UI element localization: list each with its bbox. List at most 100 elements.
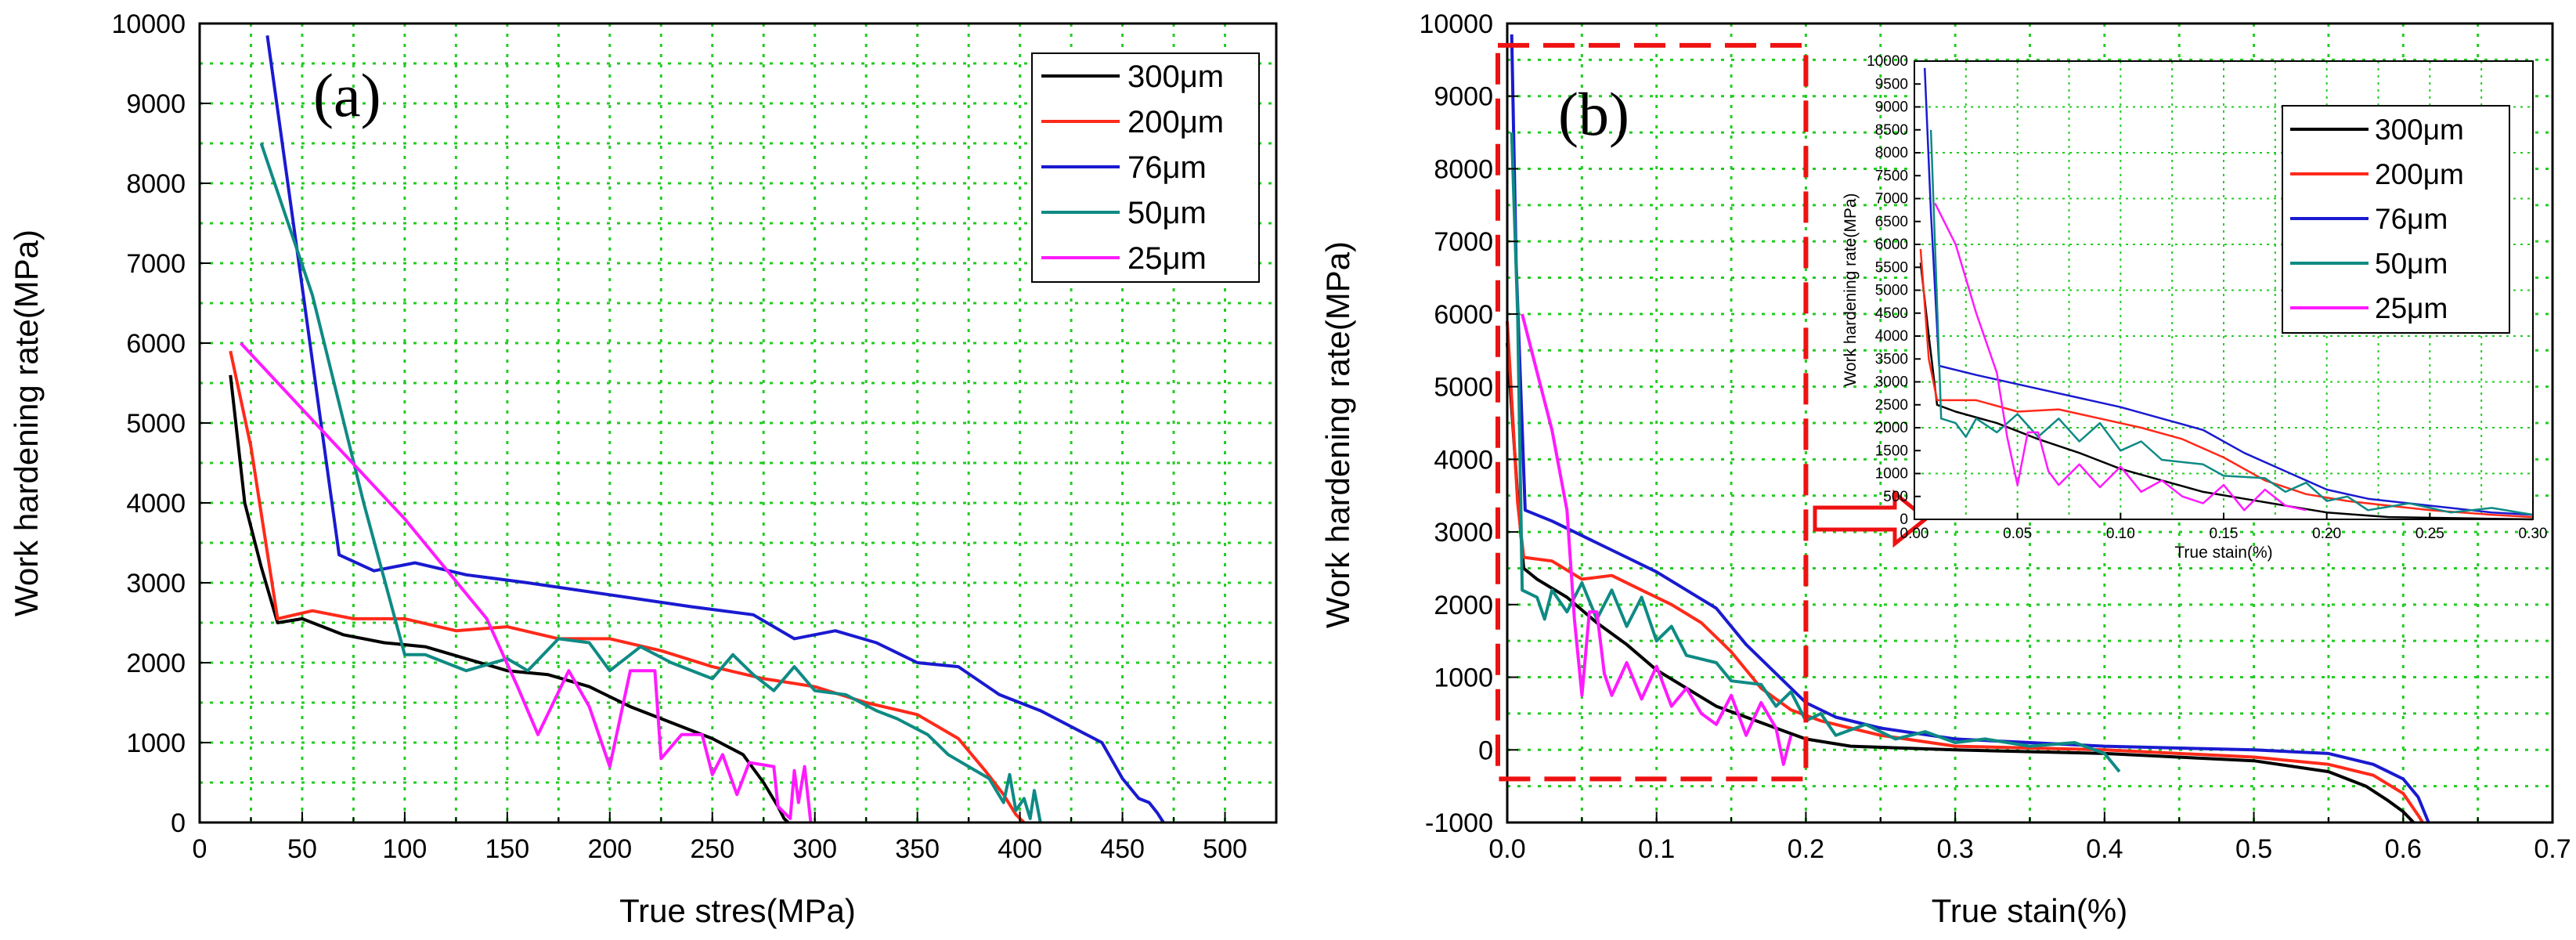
panel-a-x-tick-label: 200	[587, 834, 632, 864]
panel-b-series-50um-line	[1510, 132, 2121, 773]
legend-label-200um: 200μm	[1127, 105, 1224, 139]
panel-a-x-tick-label: 500	[1203, 834, 1247, 864]
inset-legend-label-76um: 76μm	[2375, 203, 2448, 235]
panel-b-x-tick-label: 0.3	[1937, 834, 1974, 864]
panel-b-y-tick-label: 1000	[1434, 663, 1493, 693]
inset-y-tick-label: 6000	[1875, 237, 1908, 253]
panel-b-y-tick-label: 6000	[1434, 300, 1493, 330]
inset-y-tick-label: 10000	[1867, 53, 1908, 70]
inset-legend-label-300um: 300μm	[2375, 114, 2464, 146]
inset-y-tick-label: 9000	[1875, 99, 1908, 116]
panel-b-y-ticks: -1000 0 1000 2000 3000 4000 5000 6000 7000 8000 90…	[1419, 9, 1518, 838]
panel-a-x-ticks: 0 50 100 150 200 250 300 350 400 450 500	[193, 812, 1247, 864]
panel-b-y-tick-label: 2000	[1434, 591, 1493, 620]
panel-b-y-axis-title: Work hardening rate(MPa)	[1319, 241, 1356, 628]
panel-a-x-tick-label: 400	[998, 834, 1042, 864]
panel-b-x-tick-label: 0.0	[1488, 834, 1525, 864]
panel-b-label: (b)	[1558, 80, 1629, 148]
panel-b-series-76um-line	[1510, 34, 2430, 823]
panel-a-series-300um-line	[229, 374, 790, 824]
inset-x-tick-label: 0.20	[2312, 526, 2341, 542]
inset-x-tick-label: 0.15	[2210, 526, 2239, 542]
inset-y-tick-label: 8000	[1875, 145, 1908, 161]
panel-b-y-tick-label: 5000	[1434, 373, 1493, 403]
inset-x-tick-label: 0.10	[2106, 526, 2135, 542]
panel-b-x-tick-label: 0.6	[2385, 834, 2422, 864]
inset-legend-label-25um: 25μm	[2375, 292, 2448, 324]
inset-legend-frame	[2282, 105, 2510, 334]
panel-a-label: (a)	[313, 61, 381, 129]
inset-legend: 300μm 200μm 76μm 50μm 25μm	[2282, 105, 2510, 334]
inset-series-25um-line	[1934, 202, 2307, 512]
panel-a-y-tick-label: 6000	[126, 329, 186, 359]
inset-x-tick-label: 0.00	[1900, 526, 1929, 542]
panel-a-y-tick-label: 2000	[126, 649, 186, 678]
inset-y-ticks: 0 500 1000 1500 2000 2500 3000 3500 4000 4500 5000…	[1867, 53, 1921, 528]
panel-a-series-76um-line	[265, 35, 1165, 824]
panel-b-y-tick-label: 9000	[1434, 82, 1493, 112]
panel-a-y-tick-label: 7000	[126, 249, 186, 279]
inset-y-tick-label: 500	[1883, 489, 1908, 505]
panel-a-y-tick-label: 1000	[126, 728, 186, 758]
panel-b-x-tick-label: 0.7	[2534, 834, 2571, 864]
inset-chart: 0.00 0.05 0.10 0.15 0.20 0.25 0.30 0 500 1000 150…	[1842, 53, 2547, 562]
panel-a-y-tick-label: 8000	[126, 169, 186, 199]
inset-y-tick-label: 4500	[1875, 306, 1908, 322]
inset-series-76um-line	[1923, 67, 2534, 516]
panel-a-x-tick-label: 250	[690, 834, 734, 864]
legend-label-76um: 76μm	[1127, 150, 1207, 185]
inset-y-tick-label: 5500	[1875, 259, 1908, 276]
panel-a-y-tick-label: 3000	[126, 569, 186, 598]
panel-b-series	[1506, 34, 2430, 824]
inset-y-tick-label: 4000	[1875, 328, 1908, 345]
panel-b-x-tick-label: 0.1	[1638, 834, 1675, 864]
panel-b-y-tick-label: 3000	[1434, 518, 1493, 548]
panel-b-x-tick-label: 0.2	[1788, 834, 1824, 864]
panel-b-y-tick-label: 8000	[1434, 154, 1493, 184]
inset-y-tick-label: 6500	[1875, 214, 1908, 230]
inset-y-axis-title: Work hardening rate(MPa)	[1842, 193, 1860, 386]
panel-a-x-tick-label: 350	[895, 834, 940, 864]
inset-x-tick-label: 0.25	[2415, 526, 2444, 542]
panel-a-y-axis-title: Work hardening rate(MPa)	[8, 230, 45, 616]
panel-a-y-tick-label: 10000	[111, 9, 186, 39]
panel-b-y-tick-label: 10000	[1419, 9, 1493, 39]
panel-a-y-tick-label: 9000	[126, 89, 186, 119]
panel-a-series-50um-line	[259, 143, 1042, 823]
panel-a: 0 50 100 150 200 250 300 350 400 450 500 0 1000 2000…	[8, 9, 1278, 929]
zoom-region-box	[1495, 42, 1809, 782]
panel-a-x-tick-label: 300	[792, 834, 837, 864]
inset-y-tick-label: 3000	[1875, 374, 1908, 391]
panel-a-y-tick-label: 5000	[126, 409, 186, 439]
inset-y-tick-label: 7000	[1875, 191, 1908, 208]
panel-b: 0.0 0.1 0.2 0.3 0.4 0.5 0.6 0.7 -1000 0 1000 2000 3…	[1319, 9, 2571, 929]
inset-y-tick-label: 5000	[1875, 283, 1908, 299]
panel-b-x-ticks: 0.0 0.1 0.2 0.3 0.4 0.5 0.6 0.7	[1488, 812, 2571, 864]
panel-b-y-tick-label: 7000	[1434, 227, 1493, 257]
panel-a-x-tick-label: 100	[383, 834, 428, 864]
panel-a-series-25um-line	[239, 342, 813, 823]
zoom-arrow-icon	[1813, 489, 1930, 548]
inset-y-tick-label: 3500	[1875, 351, 1908, 367]
inset-series-200um-line	[1919, 248, 2534, 519]
inset-legend-label-200um: 200μm	[2375, 158, 2464, 190]
panel-a-x-tick-label: 50	[287, 834, 317, 864]
inset-y-tick-label: 1000	[1875, 466, 1908, 483]
panel-b-series-300um-line	[1506, 342, 2415, 824]
inset-series-300um-line	[1919, 262, 2534, 521]
panel-b-x-tick-label: 0.5	[2235, 834, 2272, 864]
panel-a-x-axis-title: True stres(MPa)	[619, 892, 856, 929]
inset-x-ticks: 0.00 0.05 0.10 0.15 0.20 0.25 0.30	[1900, 513, 2547, 542]
inset-x-tick-label: 0.05	[2003, 526, 2032, 542]
inset-y-tick-label: 2500	[1875, 397, 1908, 414]
legend-label-50um: 50μm	[1127, 196, 1207, 230]
panel-a-series-200um-line	[229, 350, 1026, 824]
panel-a-y-tick-label: 4000	[126, 489, 186, 519]
panel-b-x-tick-label: 0.4	[2086, 834, 2123, 864]
legend-label-300um: 300μm	[1127, 60, 1224, 94]
inset-series-50um-line	[1929, 129, 2534, 516]
panel-a-y-ticks: 0 1000 2000 3000 4000 5000 6000 7000 8000 9000 100…	[111, 9, 211, 838]
panel-b-y-tick-label: 0	[1478, 736, 1493, 765]
panel-a-x-tick-label: 150	[485, 834, 529, 864]
panel-a-legend: 300μm 200μm 76μm 50μm 25μm	[1031, 52, 1260, 283]
